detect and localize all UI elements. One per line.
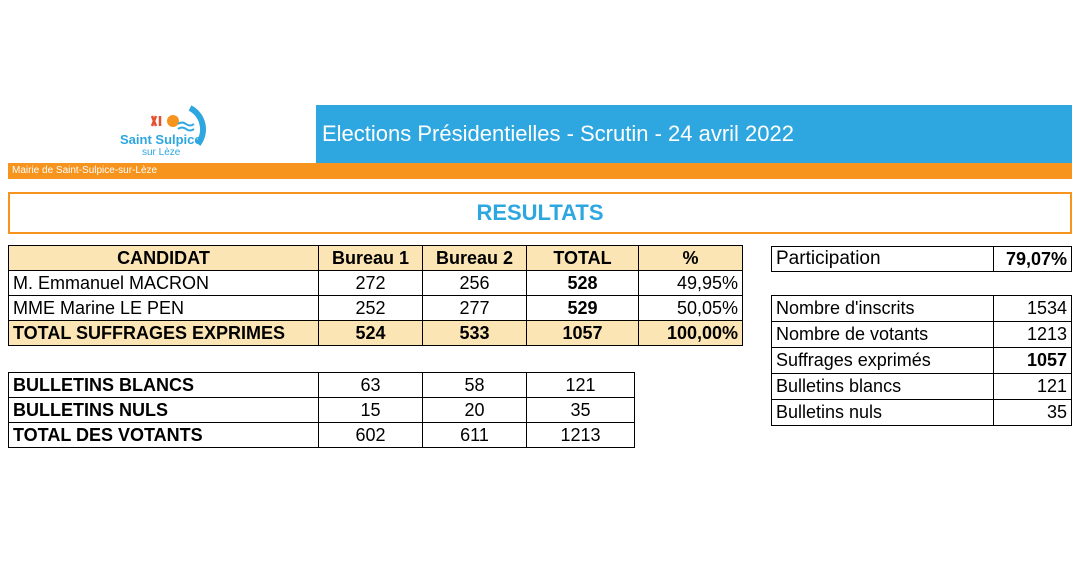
table-row: MME Marine LE PEN 252 277 529 50,05% [8,295,743,321]
row-label: TOTAL DES VOTANTS [8,422,319,448]
participation-label: Participation [771,246,994,272]
candidate-name: M. Emmanuel MACRON [8,270,319,296]
total-value: 1213 [526,422,635,448]
bureau2-value: 277 [422,295,527,321]
bureau1-value: 15 [318,397,423,423]
stat-value: 1534 [993,295,1072,322]
table-row: TOTAL DES VOTANTS 602 611 1213 [8,422,635,448]
header-bureau2: Bureau 2 [422,245,527,271]
stat-label: Bulletins nuls [771,399,994,426]
header-bureau1: Bureau 1 [318,245,423,271]
percent-total: 100,00% [638,320,743,346]
logo-name: Saint Sulpice [120,132,202,147]
percent-value: 49,95% [638,270,743,296]
stat-value: 35 [993,399,1072,426]
row-label: BULLETINS NULS [8,397,319,423]
participation-value: 79,07% [993,246,1072,272]
table-header-row: CANDIDAT Bureau 1 Bureau 2 TOTAL % [8,245,743,271]
table-row: BULLETINS NULS 15 20 35 [8,397,635,423]
stats-table: Nombre d'inscrits 1534 Nombre de votants… [771,295,1072,426]
bureau1-value: 602 [318,422,423,448]
table-row: Bulletins blancs 121 [771,373,1072,400]
bureau1-total: 524 [318,320,423,346]
percent-value: 50,05% [638,295,743,321]
candidates-table: CANDIDAT Bureau 1 Bureau 2 TOTAL % M. Em… [8,245,743,346]
stat-label: Nombre de votants [771,321,994,348]
total-value: 35 [526,397,635,423]
stat-label: Suffrages exprimés [771,347,994,374]
total-label: TOTAL SUFFRAGES EXPRIMES [8,320,319,346]
row-label: BULLETINS BLANCS [8,372,319,398]
bureau1-value: 252 [318,295,423,321]
logo-emblem-icon: Saint Sulpice sur Lèze [120,105,206,158]
table-row: BULLETINS BLANCS 63 58 121 [8,372,635,398]
bulletins-table: BULLETINS BLANCS 63 58 121 BULLETINS NUL… [8,372,635,448]
grand-total: 1057 [526,320,639,346]
table-row: Nombre de votants 1213 [771,321,1072,348]
stat-label: Bulletins blancs [771,373,994,400]
bureau1-value: 272 [318,270,423,296]
total-value: 528 [526,270,639,296]
stat-value: 1213 [993,321,1072,348]
participation-row: Participation 79,07% [771,246,1072,272]
total-value: 121 [526,372,635,398]
total-value: 529 [526,295,639,321]
table-row: Bulletins nuls 35 [771,399,1072,426]
header-percent: % [638,245,743,271]
stat-label: Nombre d'inscrits [771,295,994,322]
results-heading: RESULTATS [8,192,1072,234]
bureau2-value: 58 [422,372,527,398]
header-candidat: CANDIDAT [8,245,319,271]
candidate-name: MME Marine LE PEN [8,295,319,321]
participation-table: Participation 79,07% [771,246,1072,272]
bureau2-total: 533 [422,320,527,346]
table-row: M. Emmanuel MACRON 272 256 528 49,95% [8,270,743,296]
page-title: Elections Présidentielles - Scrutin - 24… [316,105,1072,163]
stat-value: 121 [993,373,1072,400]
town-logo: Saint Sulpice sur Lèze [118,104,218,164]
stat-value: 1057 [993,347,1072,374]
bureau2-value: 20 [422,397,527,423]
table-row: Suffrages exprimés 1057 [771,347,1072,374]
bureau2-value: 611 [422,422,527,448]
mairie-banner: Mairie de Saint-Sulpice-sur-Lèze [8,163,1072,179]
table-row: Nombre d'inscrits 1534 [771,295,1072,322]
bureau2-value: 256 [422,270,527,296]
logo-subname: sur Lèze [142,147,181,158]
bureau1-value: 63 [318,372,423,398]
header-total: TOTAL [526,245,639,271]
total-suffrages-row: TOTAL SUFFRAGES EXPRIMES 524 533 1057 10… [8,320,743,346]
